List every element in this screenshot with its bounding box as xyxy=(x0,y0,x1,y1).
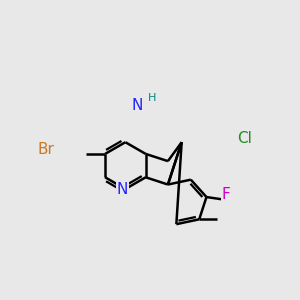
Text: N: N xyxy=(117,182,128,197)
Text: Br: Br xyxy=(38,142,55,157)
Text: N: N xyxy=(131,98,142,113)
Text: H: H xyxy=(148,93,156,103)
Text: Cl: Cl xyxy=(237,131,252,146)
Text: F: F xyxy=(221,187,230,202)
